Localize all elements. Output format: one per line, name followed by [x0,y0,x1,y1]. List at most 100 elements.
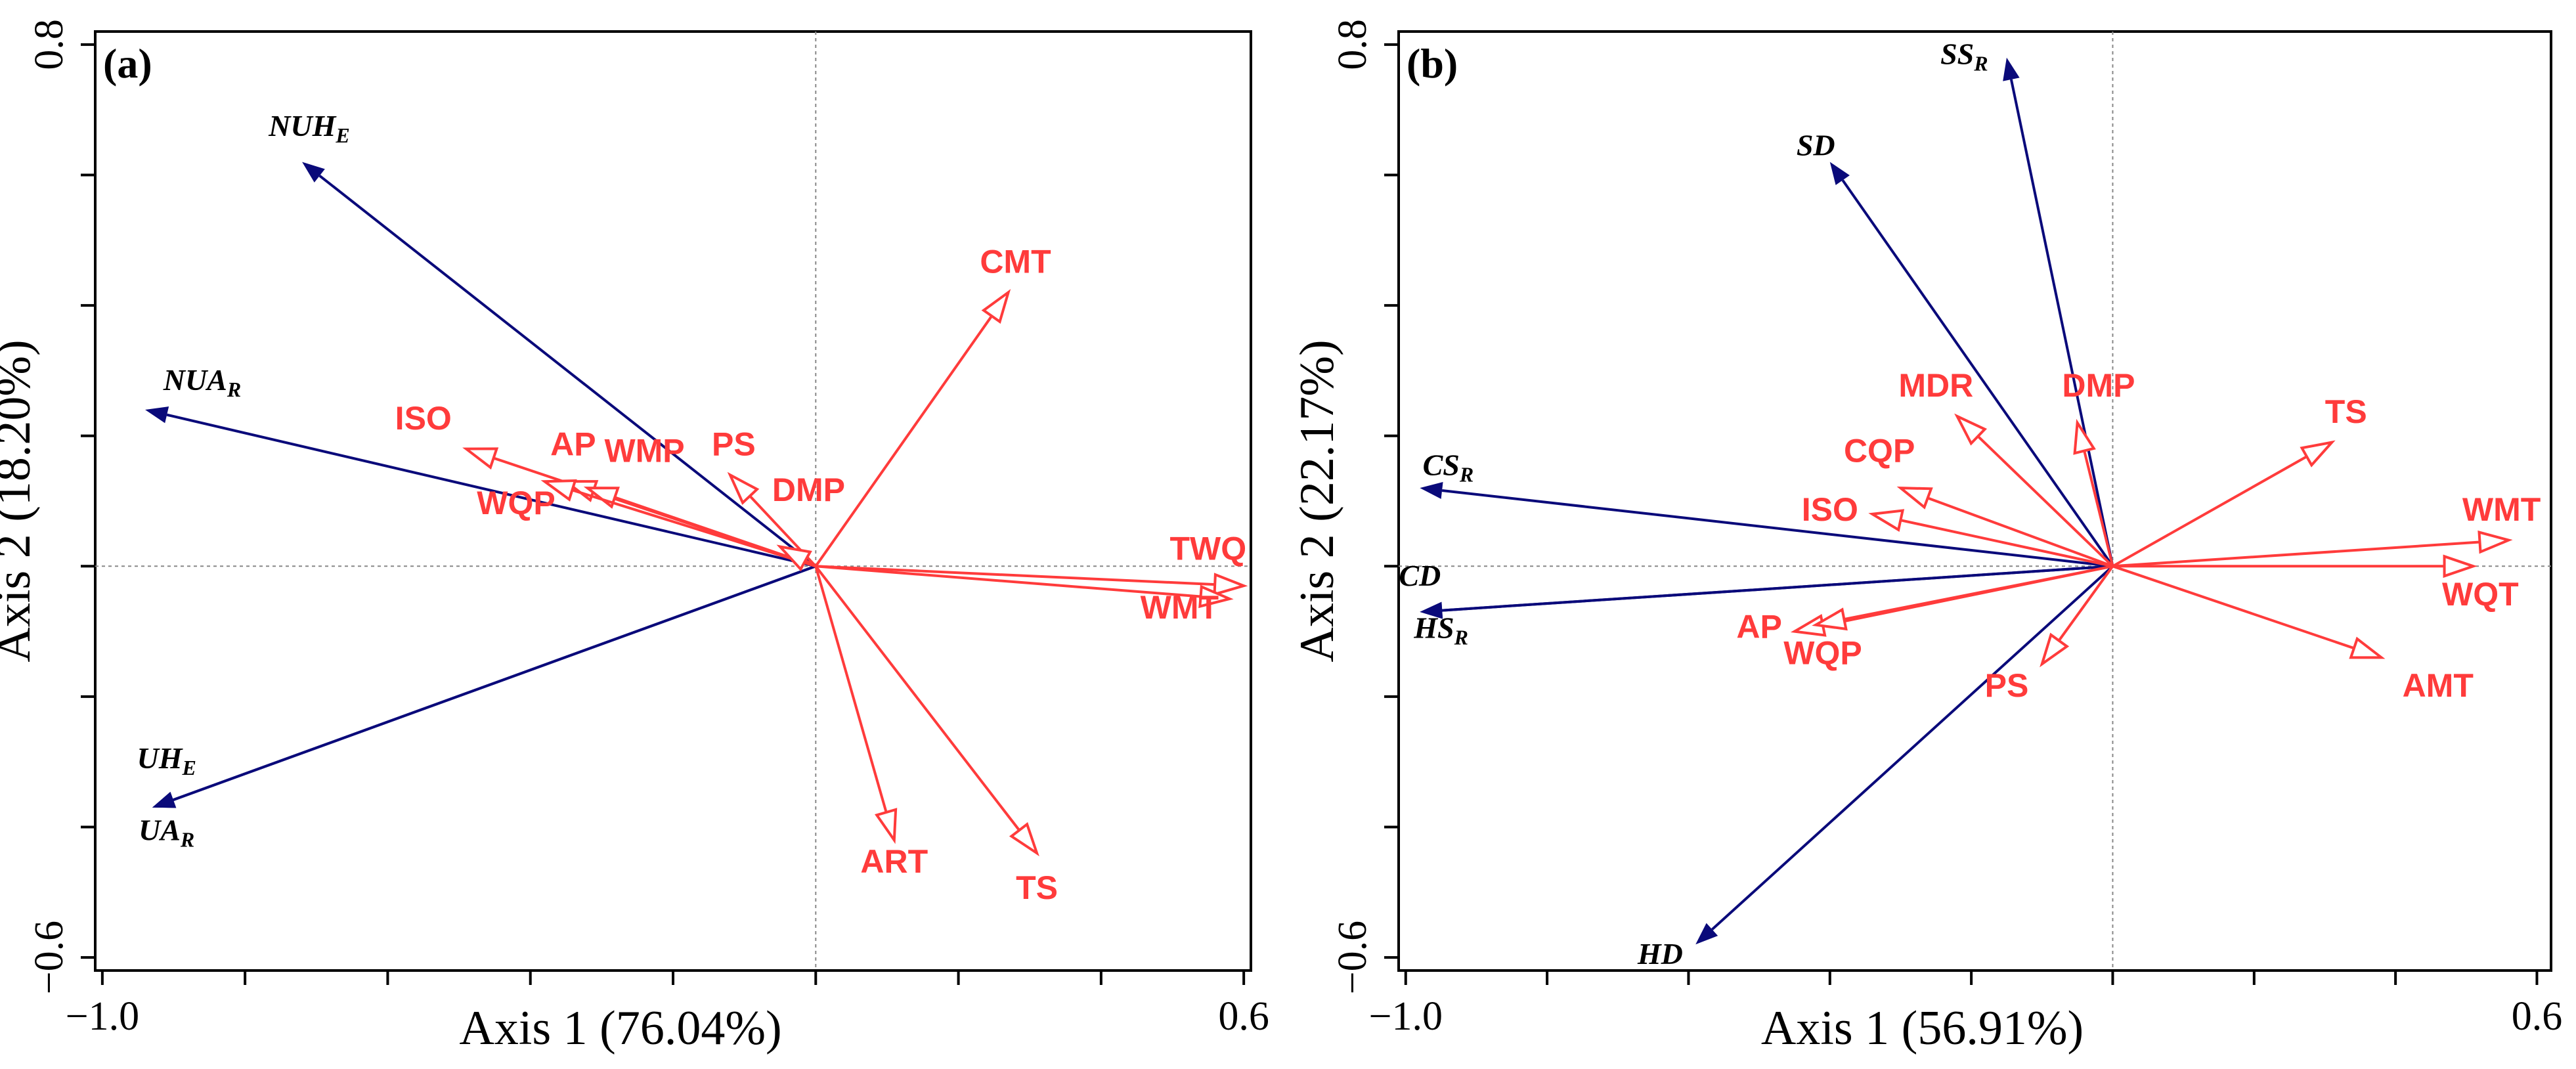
env-vector-b [1900,519,2113,568]
species-arrowhead-b [2003,57,2020,81]
species-label-a: UAR [139,813,194,851]
y-tick-label-a: 0.8 [27,19,72,70]
x-axis-label-a: Axis 1 (76.04%) [459,1001,781,1055]
env-arrowhead-b [1954,413,1988,446]
panel-a: −1.0 0.6 0.8 −0.6 Axis 1 (76.04%) Axis 2 (18.… [0,19,1269,1055]
env-label-a: ART [860,843,928,880]
env-arrowhead-a [727,471,760,506]
env-label-b: MDR [1898,367,1973,404]
env-vector-a [814,565,1020,831]
env-vector-b [2112,540,2480,568]
env-arrowhead-a [981,289,1011,324]
env-label-a: TWQ [1169,530,1246,567]
species-arrowhead-b [1420,601,1443,619]
env-label-a: AP [550,425,596,462]
env-vector-b [1844,565,2113,621]
x-axis-label-b: Axis 1 (56.91%) [1761,1001,2084,1055]
species-vector-a [318,175,817,567]
species-label-b: HSR [1413,611,1468,649]
env-arrowhead-a [1009,821,1039,857]
species-label-b: SD [1797,129,1835,162]
y-tick-label-a: −0.6 [27,921,72,994]
env-label-b: TS [2325,393,2367,430]
species-label-a: NUAR [163,363,241,401]
env-arrowhead-b [2349,636,2386,659]
species-arrowhead-a [152,791,177,808]
y-tick-label-b: 0.8 [1330,19,1375,70]
env-arrowhead-a [540,479,577,502]
env-arrowhead-a [776,544,812,572]
env-vector-a [804,559,817,568]
env-label-b: WQT [2442,576,2519,613]
env-arrowhead-a [1198,584,1234,609]
env-vector-a [816,565,1215,586]
x-tick-label-a: 0.6 [1218,994,1269,1039]
species-label-a: NUHE [268,109,350,147]
x-tick-label-b: −1.0 [1369,994,1443,1039]
y-tick-label-b: −0.6 [1330,921,1375,994]
species-vector-b [2009,79,2114,567]
panel-label-a: (a) [103,40,152,87]
env-label-a: WQP [477,485,555,521]
env-vector-a [816,565,1201,598]
env-vector-b [2083,450,2114,567]
env-label-b: CQP [1844,432,1915,469]
species-label-b: CSR [1423,448,1474,486]
env-label-b: DMP [2062,367,2135,404]
env-vector-a [814,315,993,567]
env-arrowhead-a [1213,573,1248,596]
env-label-b: WMT [2462,491,2541,528]
species-vector-a [166,413,816,568]
plot-frame-b [1397,30,2552,972]
species-label-b: SSR [1940,37,1988,76]
species-arrowhead-b [1829,162,1850,185]
env-arrowhead-b [1868,509,1905,533]
species-vector-a [173,565,816,801]
species-arrowhead-b [1695,923,1718,945]
env-label-a: WMT [1141,589,1219,626]
env-vector-b [2057,565,2114,642]
species-vector-b [1841,179,2114,567]
env-arrowhead-b [2300,440,2336,468]
y-axis-label-a: Axis 2 (18.20%) [0,339,41,662]
species-vector-b [1711,565,2114,930]
x-tick-label-b: 0.6 [2512,994,2563,1039]
env-label-b: PS [1985,667,2029,704]
species-label-a: UHE [137,741,196,779]
species-label-b: CD [1399,559,1441,592]
env-label-a: DMP [772,471,845,508]
species-arrowhead-a [302,162,325,183]
species-label-b: HD [1637,937,1683,971]
env-label-a: WMP [604,432,684,469]
species-arrowhead-a [145,406,169,424]
env-vector-a [814,565,888,813]
env-label-a: CMT [980,243,1051,280]
species-arrowhead-b [1420,482,1443,499]
env-vector-b [1927,496,2114,568]
env-label-b: AMT [2403,667,2474,704]
env-arrowhead-a [462,447,499,470]
env-vector-a [571,489,816,568]
env-label-a: PS [712,425,756,462]
env-vector-b [1976,435,2114,567]
env-arrowhead-b [1896,486,1933,510]
panel-b: −1.0 0.6 0.8 −0.6 Axis 1 (56.91%) Axis 2 (22.… [1290,19,2562,1055]
env-label-a: ISO [395,400,452,437]
env-arrowhead-b [2443,554,2478,578]
env-vector-b [2112,565,2355,650]
env-arrowhead-b [2073,418,2096,455]
env-arrowhead-b [1812,607,1848,631]
env-label-b: ISO [1802,491,1858,528]
env-label-a: TS [1016,869,1058,906]
y-axis-label-b: Axis 2 (22.17%) [1290,339,1344,662]
panel-label-b: (b) [1407,40,1458,87]
plot-frame-a [94,30,1252,972]
species-vector-b [1442,565,2113,612]
species-vector-b [1441,489,2113,568]
env-vector-b [2112,455,2307,568]
env-arrowhead-a [875,808,898,844]
env-arrowhead-b [2040,632,2070,668]
env-label-b: AP [1736,609,1781,645]
env-label-b: WQP [1783,634,1862,671]
